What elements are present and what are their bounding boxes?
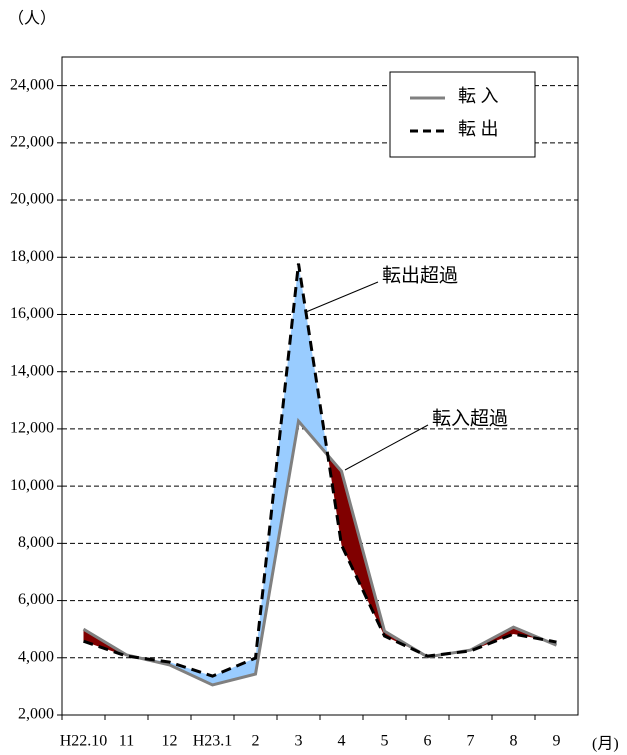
x-unit: (月) bbox=[592, 736, 619, 753]
y-tick-label: 18,000 bbox=[10, 248, 54, 265]
series-line bbox=[83, 263, 557, 678]
legend-box bbox=[389, 71, 536, 158]
annotation: 転出超過 bbox=[382, 264, 458, 286]
x-tick-label: 8 bbox=[510, 733, 518, 750]
annotation-line bbox=[305, 281, 379, 313]
y-tick-label: 16,000 bbox=[10, 305, 54, 322]
x-tick-label: H23.1 bbox=[193, 733, 233, 750]
excess-fill bbox=[327, 455, 342, 546]
y-tick-label: 24,000 bbox=[10, 76, 54, 93]
y-tick-label: 2,000 bbox=[18, 706, 54, 723]
x-tick-label: 6 bbox=[424, 733, 432, 750]
legend-label: 転 入 bbox=[458, 86, 499, 106]
y-tick-label: 4,000 bbox=[18, 648, 54, 665]
y-tick-label: 22,000 bbox=[10, 133, 54, 150]
y-tick-label: 14,000 bbox=[10, 362, 54, 379]
y-tick-label: 10,000 bbox=[10, 477, 54, 494]
annotation-line bbox=[344, 424, 429, 471]
x-tick-label: H22.10 bbox=[60, 733, 108, 750]
y-tick-label: 8,000 bbox=[18, 534, 54, 551]
legend-label: 転 出 bbox=[458, 119, 499, 139]
x-tick-label: 7 bbox=[467, 733, 475, 750]
series-line bbox=[82, 417, 558, 687]
x-tick-label: 4 bbox=[338, 733, 346, 750]
x-tick-label: 3 bbox=[295, 733, 303, 750]
y-tick-label: 12,000 bbox=[10, 420, 54, 437]
x-tick-label: 12 bbox=[162, 733, 178, 750]
y-tick-label: 20,000 bbox=[10, 191, 54, 208]
annotation: 転入超過 bbox=[432, 407, 508, 429]
y-tick-label: 6,000 bbox=[18, 591, 54, 608]
excess-fill bbox=[212, 658, 256, 685]
y-unit: （人） bbox=[8, 10, 56, 28]
x-tick-label: 2 bbox=[252, 733, 260, 750]
x-tick-label: 9 bbox=[553, 733, 561, 750]
x-tick-label: 11 bbox=[119, 733, 134, 750]
x-tick-label: 5 bbox=[381, 733, 389, 750]
